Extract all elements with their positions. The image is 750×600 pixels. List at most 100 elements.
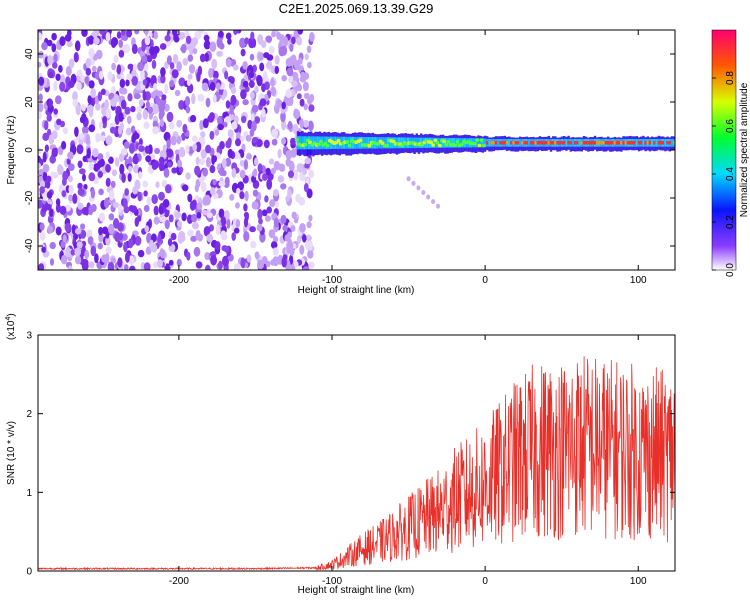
spectrogram-noise-cell (77, 202, 84, 210)
spectrogram-noise-cell (191, 93, 196, 105)
spectrogram-noise-cell (277, 148, 282, 159)
spectrogram-streak-cell (406, 176, 411, 182)
spectrogram-noise-cell (101, 254, 108, 263)
spectrogram-noise-cell (308, 240, 313, 251)
spectrogram-noise-cell (107, 71, 113, 81)
snr-series-line (38, 356, 675, 571)
spectrogram-noise-cell (291, 36, 296, 45)
spectrogram-noise-cell (166, 139, 171, 149)
spectrogram-noise-cell (235, 131, 241, 141)
spectrogram-noise-cell (119, 87, 126, 95)
spectrogram-x-tick-label: 0 (482, 275, 488, 286)
spectrogram-noise-cell (51, 43, 57, 53)
spectrogram-noise-cell (176, 258, 182, 267)
spectrogram-noise-cell (285, 98, 293, 107)
spectrogram-noise-cell (240, 89, 247, 100)
signal-band-peak (442, 139, 447, 144)
spectrogram-noise-cell (206, 212, 213, 219)
spectrogram-noise-cell (74, 255, 82, 265)
spectrogram-noise-cell (134, 30, 140, 35)
spectrogram-noise-cell (108, 213, 115, 221)
spectrogram-noise-cell (39, 186, 45, 194)
spectrogram-noise-cell (231, 232, 236, 241)
spectrogram-noise-cell (252, 64, 257, 73)
spectrogram-noise-cell (217, 115, 223, 126)
spectrogram-noise-cell (249, 53, 255, 61)
spectrogram-noise-cell (204, 252, 211, 261)
spectrogram-y-tick-label: -20 (24, 190, 35, 205)
spectrogram-noise-cell (88, 80, 95, 89)
spectrogram-noise-cell (85, 67, 92, 76)
spectrogram-noise-cell (84, 249, 90, 260)
spectrogram-noise-cell (148, 31, 153, 38)
spectrogram-noise-cell (100, 135, 106, 142)
spectrogram-noise-cell (281, 75, 288, 82)
spectrogram-noise-cell (97, 91, 103, 102)
spectrogram-noise-cell (271, 31, 276, 38)
spectrogram-noise-cell (66, 158, 71, 165)
spectrogram-noise-cell (120, 65, 125, 73)
spectrogram-noise-cell (224, 116, 232, 123)
spectrogram-noise-cell (240, 135, 245, 142)
spectrogram-noise-cell (193, 246, 201, 257)
signal-band-peak (607, 141, 610, 145)
spectrogram-noise-cell (281, 256, 287, 268)
spectrogram-noise-cell (56, 118, 62, 126)
spectrogram-noise-cell (105, 108, 112, 119)
spectrogram-noise-cell (199, 119, 204, 131)
spectrogram-noise-cell (299, 223, 306, 233)
spectrogram-noise-cell (259, 62, 265, 72)
signal-band-peak (473, 142, 477, 146)
spectrogram-noise-cell (225, 100, 231, 109)
spectrogram-noise-cell (123, 241, 128, 253)
spectrogram-noise-cell (265, 167, 271, 176)
colorbar-tick-label: 0.6 (725, 119, 736, 133)
spectrogram-noise-cell (55, 95, 62, 105)
spectrogram-noise-cell (53, 53, 58, 63)
spectrogram-noise-cell (46, 114, 52, 122)
spectrogram-noise-cell (163, 168, 170, 178)
spectrogram-noise-cell (173, 33, 180, 43)
signal-band-peak (510, 141, 513, 145)
spectrogram-noise-cell (111, 62, 116, 71)
spectrogram-noise-cell (105, 177, 111, 187)
spectrogram-noise-cell (59, 81, 66, 92)
spectrogram-noise-cell (177, 233, 184, 244)
spectrogram-noise-cell (62, 170, 68, 182)
spectrogram-noise-cell (269, 199, 276, 208)
spectrogram-x-tick-label: -200 (169, 275, 189, 286)
spectrogram-noise-cell (227, 148, 233, 159)
signal-band-peak (303, 142, 308, 147)
signal-band-peak (479, 138, 484, 142)
spectrogram-noise-cell (67, 265, 73, 270)
spectrogram-noise-cell (268, 46, 275, 54)
spectrogram-noise-cell (85, 58, 92, 68)
spectrogram-noise-cell (59, 36, 66, 47)
spectrogram-noise-cell (174, 89, 181, 97)
spectrogram-noise-cell (39, 222, 45, 231)
spectrogram-noise-cell (44, 144, 50, 152)
spectrogram-noise-cell (200, 181, 207, 193)
spectrogram-noise-cell (202, 167, 208, 177)
spectrogram-noise-cell (137, 249, 145, 258)
spectrogram-noise-cell (45, 203, 52, 211)
spectrogram-noise-cell (51, 32, 57, 41)
spectrogram-noise-cell (95, 103, 101, 111)
spectrogram-noise-cell (215, 224, 221, 236)
spectrogram-noise-cell (299, 244, 305, 255)
spectrogram-noise-cell (48, 99, 53, 109)
spectrogram-noise-cell (302, 168, 308, 175)
spectrogram-streak-cell (436, 203, 440, 209)
spectrogram-noise-cell (295, 193, 301, 203)
spectrogram-noise-cell (38, 102, 44, 113)
spectrogram-noise-cell (209, 165, 216, 174)
signal-band-peak (477, 143, 482, 148)
signal-band-peak (545, 141, 548, 145)
signal-band-peak (552, 141, 555, 145)
spectrogram-x-tick-label: 100 (630, 275, 647, 286)
spectrogram-noise-cell (38, 50, 44, 59)
spectrogram-noise-cell (274, 65, 279, 75)
snr-x-ticks: -200 -100 0 100 (169, 335, 647, 587)
spectrogram-noise-cell (170, 135, 177, 146)
spectrogram-noise-cell (227, 129, 234, 138)
